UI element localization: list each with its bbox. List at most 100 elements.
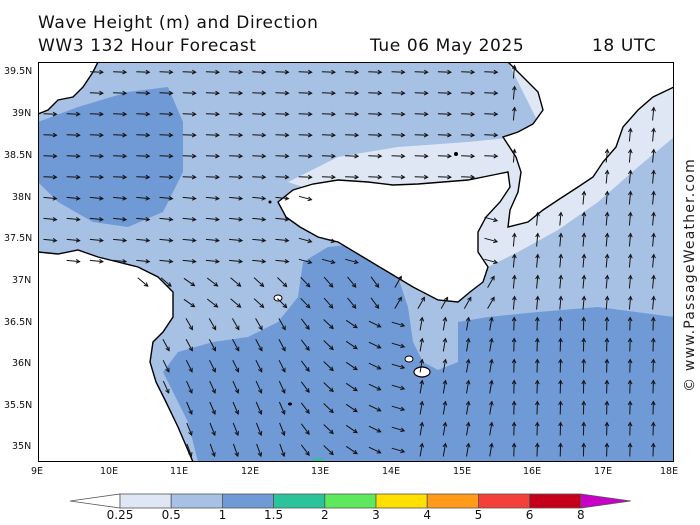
wave-arrow-head [534,379,540,385]
wave-arrow-head [329,324,334,330]
wave-arrow-head [489,358,494,364]
wave-arrow-head [465,358,471,364]
wave-arrow-head [213,282,219,287]
wave-arrow-shaft [628,212,632,226]
wave-arrow-shaft [160,277,172,287]
wave-arrow-shaft [487,276,495,288]
wave-arrow-shaft [230,298,241,308]
wave-arrow-shaft [489,317,493,331]
wave-arrow-head [534,400,540,406]
wave-arrow-shaft [66,196,80,200]
lat-label: 35N [12,441,32,452]
wave-arrow-head [465,421,471,427]
wave-arrow-shaft [391,426,405,432]
wave-arrow-head [328,282,334,288]
legend-label: 0.5 [161,508,181,522]
wave-arrow-shaft [484,216,498,222]
wave-arrow-head [234,409,239,415]
wave-arrow-head [238,258,244,264]
wave-arrow-shaft [419,317,423,331]
wave-arrow-head [493,132,499,138]
wave-arrow-head [351,304,357,309]
wave-arrow-head [75,111,81,117]
wave-arrow-head [627,127,633,133]
wave-arrow-shaft [484,237,498,243]
wave-arrow-shaft [323,297,334,309]
wave-arrow-head [168,258,174,264]
wave-arrow-head [423,132,429,138]
wave-arrow-head [257,431,263,437]
wave-arrow-head [329,345,334,351]
wave-arrow-head [604,337,610,343]
wave-arrow-shaft [489,422,493,436]
wave-arrow-head [211,346,216,352]
land-sardinia [38,62,99,115]
wave-arrow-head [650,337,656,343]
wave-arrow-head [145,153,151,159]
wave-arrow-head [188,409,193,415]
wave-arrow-head [400,364,406,370]
watermark-text: © www.PassageWeather.com [682,158,698,392]
wave-arrow-shaft [159,238,173,242]
wave-arrow-shaft [559,212,562,226]
wave-arrow-shaft [582,233,585,247]
wave-arrow-head [581,211,587,217]
wave-arrow-head [604,148,610,154]
wave-arrow-head [238,174,244,180]
wave-arrow-head [490,275,495,281]
wave-arrow-shaft [512,107,516,121]
lat-label: 38N [12,192,32,203]
wave-arrow-head [284,174,290,180]
wave-arrow-shaft [255,318,263,330]
wave-arrow-shaft [66,217,80,221]
wave-arrow-head [329,387,334,393]
wave-arrow-head [168,132,174,138]
wave-arrow-head [211,409,216,415]
wave-arrow-head [511,421,517,427]
wave-arrow-head [535,295,540,301]
wave-arrow-shaft [253,277,264,287]
forecast-model: WW3 132 Hour Forecast [38,36,257,56]
wave-arrow-head [238,237,244,243]
wave-arrow-head [215,111,220,117]
wave-arrow-head [650,400,656,406]
island-pantelleria [273,294,283,302]
wave-arrow-head [419,400,425,406]
wave-arrow-shaft [345,424,358,434]
wave-arrow-head [442,316,448,322]
wave-arrow-head [604,295,610,301]
wave-arrow-head [122,237,128,243]
wave-arrow-head [493,69,499,75]
wave-arrow-head [211,388,216,394]
wave-arrow-shaft [512,275,516,289]
wave-arrow-shaft [347,276,357,288]
wave-arrow-shaft [582,296,585,310]
legend-swatch [221,493,274,509]
wave-arrow-shaft [159,259,173,263]
wave-arrow-head [627,337,633,343]
wave-arrow-shaft [628,233,632,247]
wave-arrow-head [558,400,563,406]
wave-arrow-head [191,195,197,201]
wave-arrow-shaft [230,277,241,287]
wave-arrow-shaft [300,339,310,351]
wave-map [38,62,674,462]
lon-label: 13E [311,466,330,477]
wave-arrow-shaft [323,319,334,329]
wave-arrow-shaft [536,254,539,268]
wave-arrow-head [651,106,656,112]
wave-arrow-head [99,90,104,96]
wave-map-canvas [38,62,674,462]
wave-arrow-shaft [255,359,263,373]
wave-arrow-head [211,325,217,331]
wave-arrow-head [493,111,499,117]
wave-arrow-head [470,153,476,159]
wave-arrow-head [558,316,563,322]
wave-arrow-head [166,282,172,287]
wave-arrow-head [99,69,104,75]
wave-arrow-head [352,344,358,350]
wave-arrow-head [651,127,656,133]
wave-arrow-shaft [43,217,57,221]
wave-arrow-head [511,442,517,448]
wave-arrow-shaft [43,238,57,242]
